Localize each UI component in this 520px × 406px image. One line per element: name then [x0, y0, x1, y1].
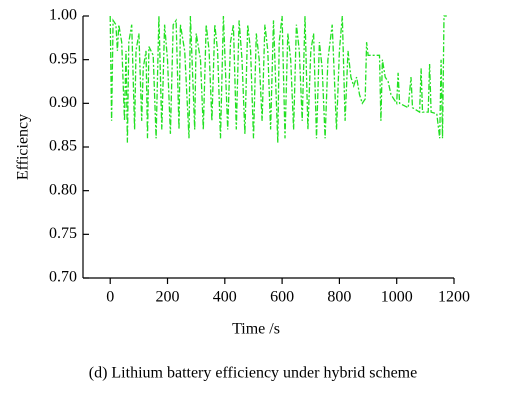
data-line — [109, 15, 447, 143]
x-tick-label: 800 — [327, 289, 351, 306]
x-tick-label: 400 — [213, 289, 237, 306]
x-tick-label: 0 — [106, 289, 114, 306]
y-tick-label: 0.75 — [49, 225, 77, 242]
x-tick-label: 200 — [156, 289, 180, 306]
y-tick-label: 0.85 — [49, 138, 77, 155]
x-tick-label: 1000 — [381, 289, 413, 306]
y-tick-label: 0.90 — [49, 94, 77, 111]
x-tick-label: 600 — [270, 289, 294, 306]
y-tick-label: 0.80 — [49, 181, 77, 198]
x-tick-label: 1200 — [438, 289, 470, 306]
y-tick-label: 1.00 — [49, 7, 77, 24]
caption: (d) Lithium battery efficiency under hyb… — [89, 365, 417, 382]
x-axis-label: Time /s — [232, 321, 280, 338]
y-tick-label: 0.70 — [49, 269, 77, 286]
y-tick-label: 0.95 — [49, 50, 77, 67]
y-axis-label: Efficiency — [15, 114, 32, 180]
